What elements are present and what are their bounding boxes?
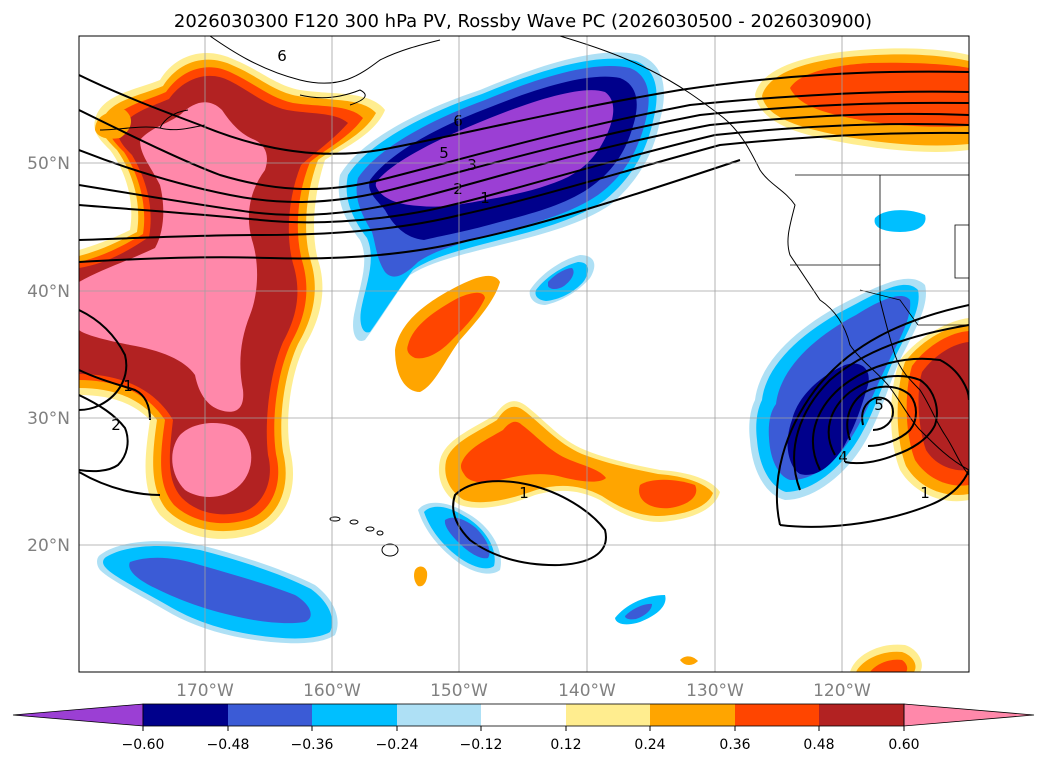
lon-label-170w: 170°W xyxy=(176,681,234,701)
lat-label-50n: 50°N xyxy=(27,154,70,174)
contour-label: 1 xyxy=(123,377,133,395)
colorbar-tick-label: 0.60 xyxy=(888,737,919,753)
colorbar-extend-left xyxy=(12,703,144,727)
contour-label: 1 xyxy=(519,484,529,502)
contour-label: 2 xyxy=(111,416,121,434)
colorbar-tick-label: −0.24 xyxy=(376,737,419,753)
positive-anomaly-small-blobs xyxy=(414,566,698,665)
lat-label-30n: 30°N xyxy=(27,409,70,429)
colorbar-segment xyxy=(566,704,650,726)
lon-label-120w: 120°W xyxy=(813,681,871,701)
map-frame xyxy=(78,35,970,673)
colorbar-extend-right xyxy=(903,703,1035,727)
colorbar-segment xyxy=(735,704,819,726)
colorbar-segment xyxy=(819,704,904,726)
contour-label: 1 xyxy=(920,484,930,502)
colorbar-segment xyxy=(481,704,566,726)
contour-label: 3 xyxy=(467,156,477,174)
lat-label-40n: 40°N xyxy=(27,282,70,302)
colorbar-tick-label: −0.36 xyxy=(291,737,334,753)
map-content: 6 6 5 3 2 1 1 2 1 5 4 1 xyxy=(79,36,969,672)
contour-label: 6 xyxy=(453,112,463,130)
colorbar-ticks xyxy=(142,726,905,731)
lon-label-140w: 140°W xyxy=(558,681,616,701)
map-panel: 6 6 5 3 2 1 1 2 1 5 4 1 xyxy=(78,35,970,673)
lon-label-130w: 130°W xyxy=(686,681,744,701)
positive-anomaly-southeast xyxy=(850,318,969,672)
colorbar: −0.60 −0.48 −0.36 −0.24 −0.12 0.12 0.24 … xyxy=(12,703,1035,753)
colorbar-tick-labels: −0.60 −0.48 −0.36 −0.24 −0.12 0.12 0.24 … xyxy=(122,737,920,753)
colorbar-tick-label: −0.12 xyxy=(460,737,503,753)
contour-label: 2 xyxy=(453,180,463,198)
longitude-labels: 170°W 160°W 150°W 140°W 130°W 120°W xyxy=(176,681,871,701)
colorbar-segment xyxy=(228,704,312,726)
contour-label: 6 xyxy=(277,47,287,65)
contour-labels: 6 6 5 3 2 1 1 2 1 5 4 1 xyxy=(111,47,930,502)
political-borders xyxy=(790,174,969,326)
colorbar-segment xyxy=(312,704,397,726)
contour-label: 1 xyxy=(480,189,490,207)
colorbar-tick-label: 0.48 xyxy=(803,737,834,753)
lat-label-20n: 20°N xyxy=(27,536,70,556)
coastlines xyxy=(99,36,969,476)
contour-label: 5 xyxy=(439,144,449,162)
negative-anomaly-southwest xyxy=(97,541,338,644)
positive-anomaly-west xyxy=(79,52,385,539)
positive-anomaly-central xyxy=(438,401,720,522)
colorbar-tick-label: 0.12 xyxy=(550,737,581,753)
colorbar-segment xyxy=(143,704,228,726)
gridlines xyxy=(79,36,969,672)
contour-label: 4 xyxy=(838,448,848,466)
colorbar-segment xyxy=(650,704,735,726)
lon-label-150w: 150°W xyxy=(430,681,488,701)
colorbar-segment xyxy=(397,704,481,726)
negative-anomaly-small-blobs xyxy=(418,255,666,625)
colorbar-tick-label: 0.24 xyxy=(634,737,665,753)
height-contours xyxy=(79,70,969,567)
lon-label-160w: 160°W xyxy=(303,681,361,701)
colorbar-tick-label: −0.60 xyxy=(122,737,165,753)
positive-anomaly-left-central xyxy=(395,275,500,392)
hawaiian-islands xyxy=(329,516,399,557)
colorbar-tick-label: 0.36 xyxy=(719,737,750,753)
colorbar-frame xyxy=(142,703,905,727)
latitude-labels: 20°N 30°N 40°N 50°N xyxy=(27,154,70,556)
colorbar-tick-label: −0.48 xyxy=(207,737,250,753)
contour-label: 5 xyxy=(874,396,884,414)
figure-title: 2026030300 F120 300 hPa PV, Rossby Wave … xyxy=(174,11,872,32)
positive-anomaly-northeast xyxy=(755,48,969,152)
